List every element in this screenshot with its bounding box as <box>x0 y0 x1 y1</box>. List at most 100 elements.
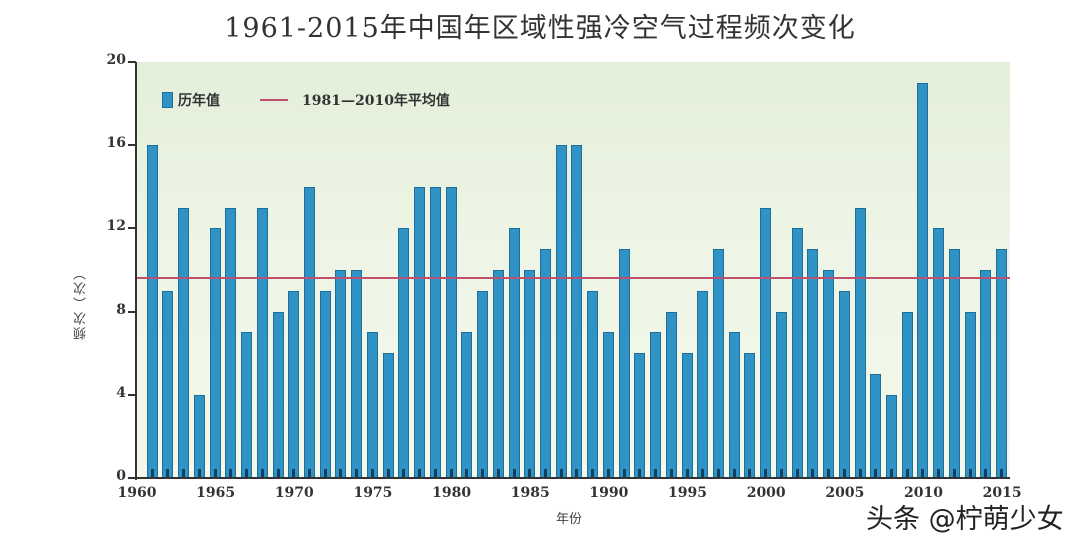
bar-2015 <box>996 249 1008 478</box>
legend-line-swatch <box>260 99 288 101</box>
bar-tick-mark <box>182 469 186 477</box>
bar-tick-mark <box>827 469 831 477</box>
x-tick-label: 2000 <box>746 485 786 501</box>
legend: 历年值 1981—2010年平均值 <box>162 90 450 110</box>
bar-2007 <box>870 374 882 478</box>
bar-tick-mark <box>811 469 815 477</box>
bar-1968 <box>256 207 268 478</box>
bar-2003 <box>807 249 819 478</box>
x-tick-label: 2015 <box>982 485 1022 501</box>
bar-tick-mark <box>386 469 390 477</box>
bar-2002 <box>791 228 803 478</box>
bar-1989 <box>587 290 599 478</box>
bar-tick-mark <box>433 469 437 477</box>
bar-1973 <box>335 270 347 478</box>
bar-1965 <box>209 228 221 478</box>
bar-tick-mark <box>197 469 201 477</box>
bar-tick-mark <box>984 469 988 477</box>
y-tick-mark <box>128 310 136 313</box>
bar-tick-mark <box>575 469 579 477</box>
legend-bar-label: 历年值 <box>178 93 220 109</box>
bar-1964 <box>193 394 205 478</box>
bar-2011 <box>933 228 945 478</box>
bar-tick-mark <box>402 469 406 477</box>
bar-tick-mark <box>229 469 233 477</box>
bar-1975 <box>366 332 378 478</box>
bar-tick-mark <box>339 469 343 477</box>
bar-1961 <box>146 145 158 478</box>
bar-tick-mark <box>874 469 878 477</box>
bar-tick-mark <box>213 469 217 477</box>
bar-tick-mark <box>622 469 626 477</box>
bar-1981 <box>461 332 473 478</box>
bar-tick-mark <box>166 469 170 477</box>
bar-1984 <box>508 228 520 478</box>
plot-area: 历年值 1981—2010年平均值 <box>137 62 1010 478</box>
bar-1971 <box>304 186 316 478</box>
y-tick-label: 8 <box>116 301 126 318</box>
x-tick-label: 1960 <box>117 485 157 501</box>
bar-2014 <box>980 270 992 478</box>
watermark: 头条 @柠萌少女 <box>866 504 1064 535</box>
x-axis <box>135 477 1010 479</box>
bar-1994 <box>665 311 677 478</box>
bar-1997 <box>713 249 724 478</box>
bar-1998 <box>728 332 740 478</box>
bar-tick-mark <box>890 469 894 477</box>
bar-tick-mark <box>512 469 516 477</box>
bar-tick-mark <box>418 469 422 477</box>
bar-tick-mark <box>795 469 799 477</box>
x-tick-label: 2005 <box>825 485 865 501</box>
bar-2010 <box>917 82 929 478</box>
bar-2001 <box>775 311 787 478</box>
x-tick-label: 1995 <box>668 485 708 501</box>
y-tick-mark <box>128 144 136 147</box>
bar-tick-mark <box>638 469 642 477</box>
x-tick-label: 1985 <box>510 485 550 501</box>
bar-1978 <box>414 186 426 478</box>
bar-1990 <box>602 332 614 478</box>
bar-tick-mark <box>921 469 925 477</box>
bar-2009 <box>901 311 913 478</box>
y-tick-label: 20 <box>106 52 126 68</box>
bar-1977 <box>398 228 410 478</box>
x-tick-label: 1980 <box>432 485 472 501</box>
y-tick-label: 0 <box>116 468 126 484</box>
bar-1995 <box>681 353 693 478</box>
x-tick-label: 1970 <box>274 485 314 501</box>
bar-1974 <box>351 270 363 478</box>
y-axis <box>135 62 137 480</box>
bar-2006 <box>854 207 866 478</box>
bar-tick-mark <box>685 469 689 477</box>
bar-tick-mark <box>276 469 280 477</box>
bar-tick-mark <box>842 469 846 477</box>
bar-1991 <box>618 249 630 478</box>
chart-title: 1961-2015年中国年区域性强冷空气过程频次变化 <box>224 13 856 44</box>
bar-1966 <box>225 207 237 478</box>
bar-1987 <box>555 145 567 478</box>
bar-tick-mark <box>260 469 264 477</box>
bar-1992 <box>634 353 646 478</box>
bar-tick-mark <box>606 469 610 477</box>
bar-tick-mark <box>732 469 736 477</box>
bar-tick-mark <box>905 469 909 477</box>
bar-1983 <box>492 270 504 478</box>
bar-tick-mark <box>370 469 374 477</box>
bar-1988 <box>571 145 583 478</box>
bar-2004 <box>823 270 835 478</box>
bar-1962 <box>162 290 174 478</box>
bar-tick-mark <box>654 469 658 477</box>
bar-tick-mark <box>748 469 752 477</box>
bar-tick-mark <box>150 469 154 477</box>
bar-2012 <box>948 249 960 478</box>
bar-tick-mark <box>292 469 296 477</box>
bar-1967 <box>241 332 253 478</box>
y-axis-title: 频次（次） <box>74 265 89 340</box>
bar-2005 <box>838 290 850 478</box>
bar-tick-mark <box>496 469 500 477</box>
bar-tick-mark <box>669 469 673 477</box>
bar-2008 <box>886 394 898 478</box>
bar-tick-mark <box>591 469 595 477</box>
bar-1970 <box>288 290 300 478</box>
bar-1986 <box>539 249 551 478</box>
